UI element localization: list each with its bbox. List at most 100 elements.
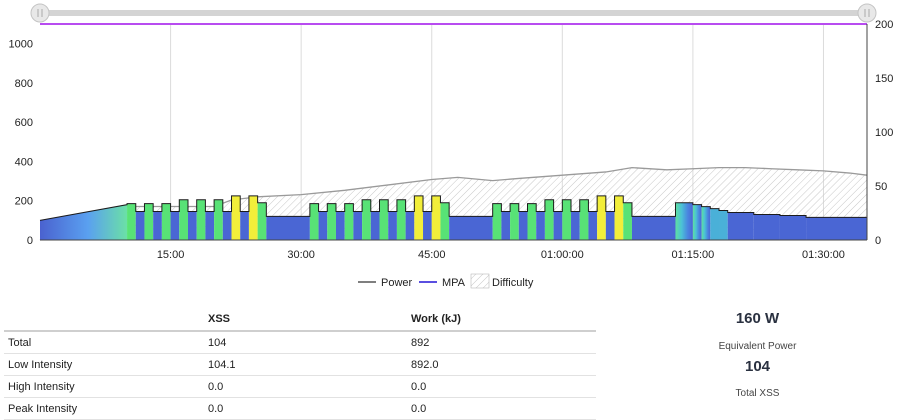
range-slider[interactable] (30, 3, 877, 23)
power-segment (431, 195, 441, 240)
power-segment (370, 211, 380, 240)
legend-item-difficulty[interactable]: Difficulty (470, 273, 534, 289)
power-segment (266, 216, 310, 240)
power-segment (335, 211, 345, 240)
x-tick-label: 30:00 (287, 249, 315, 261)
power-segment (492, 203, 502, 240)
power-segment (614, 195, 624, 240)
row-label: Low Intensity (4, 353, 204, 376)
x-tick-label: 15:00 (157, 249, 185, 261)
row-work: 0.0 (407, 375, 596, 398)
row-work: 892 (407, 331, 596, 354)
row-xss: 0.0 (204, 375, 407, 398)
stats-header-xss: XSS (204, 308, 407, 332)
y-left-tick-label: 400 (15, 156, 33, 168)
power-segment (544, 199, 554, 240)
y-left-tick-label: 600 (15, 117, 33, 129)
y-right-tick-label: 50 (875, 181, 887, 193)
y-right-tick-label: 150 (875, 73, 893, 85)
power-segment (727, 212, 754, 240)
equivalent-power-label: Equivalent Power (718, 341, 797, 352)
table-row: Peak Intensity 0.0 0.0 (4, 397, 596, 420)
power-segment (353, 211, 363, 240)
power-segment (588, 211, 598, 240)
row-label: High Intensity (4, 375, 204, 398)
power-segment (692, 204, 702, 240)
table-row: Low Intensity 104.1 892.0 (4, 353, 596, 376)
power-segment (518, 211, 528, 240)
row-work: 0.0 (407, 397, 596, 420)
power-segment (631, 216, 676, 240)
power-segment (562, 199, 572, 240)
power-segment (571, 211, 580, 240)
legend-label-mpa: MPA (442, 277, 466, 289)
stats-header-blank (4, 308, 204, 332)
y-left-tick-label: 200 (15, 196, 33, 208)
power-segment (222, 211, 232, 240)
y-left-tick-label: 800 (15, 78, 33, 90)
range-slider-right-handle[interactable] (857, 3, 877, 23)
y-right-tick-label: 0 (875, 235, 881, 247)
power-segment (510, 203, 519, 240)
power-segment (536, 211, 545, 240)
total-xss-value: 104 (744, 358, 771, 375)
power-segment (579, 199, 589, 240)
stats-header-work: Work (kJ) (407, 308, 596, 332)
legend-label-difficulty: Difficulty (492, 277, 534, 289)
power-segment (405, 211, 415, 240)
power-segment (170, 211, 180, 240)
power-segment (179, 199, 188, 240)
power-segment (553, 211, 563, 240)
row-xss: 104.1 (204, 353, 407, 376)
power-segment (240, 211, 249, 240)
power-segment (135, 211, 145, 240)
power-segment (214, 199, 223, 240)
x-tick-label: 01:30:00 (802, 249, 845, 261)
power-segment (388, 211, 397, 240)
power-segment (318, 211, 328, 240)
power-segment (396, 199, 406, 240)
power-series (39, 195, 867, 240)
stats-table: XSS Work (kJ) Total 104 892 Low Intensit… (4, 308, 596, 420)
row-label: Total (4, 331, 204, 354)
power-segment (806, 217, 867, 240)
total-xss-label: Total XSS (735, 388, 780, 399)
chart-axes: 15:00 30:00 45:00 01:00:00 01:15:00 01:30:00 0… (9, 19, 894, 261)
power-segment (196, 199, 206, 240)
y-right-tick-label: 200 (875, 19, 893, 31)
power-outline (39, 195, 867, 221)
workout-chart: 15:00 30:00 45:00 01:00:00 01:15:00 01:30:00 0… (9, 3, 894, 289)
chart-legend: Power MPA Difficulty (358, 273, 534, 289)
power-segment (379, 199, 389, 240)
power-segment (710, 208, 720, 240)
range-slider-track[interactable] (40, 10, 867, 16)
power-segment (440, 202, 450, 240)
power-segment (779, 215, 807, 240)
power-segment (205, 211, 215, 240)
power-segment (344, 203, 354, 240)
legend-item-power[interactable]: Power (358, 277, 413, 289)
legend-label-power: Power (381, 277, 413, 289)
power-segment (248, 195, 258, 240)
power-segment (161, 203, 171, 240)
power-segment (257, 202, 267, 240)
power-segment (675, 202, 693, 240)
power-segment (605, 211, 615, 240)
power-segment (719, 210, 728, 240)
power-segment (40, 204, 128, 240)
row-work: 892.0 (407, 353, 596, 376)
power-segment (362, 199, 371, 240)
table-row: Total 104 892 (4, 331, 596, 354)
y-right-tick-label: 100 (875, 127, 893, 139)
power-segment (127, 203, 136, 240)
x-tick-label: 01:00:00 (541, 249, 584, 261)
range-slider-left-handle[interactable] (30, 3, 50, 23)
y-left-tick-label: 0 (27, 235, 33, 247)
power-segment (144, 203, 154, 240)
power-segment (623, 202, 632, 240)
power-segment (309, 203, 319, 240)
power-segment (153, 211, 162, 240)
legend-item-mpa[interactable]: MPA (419, 277, 466, 289)
table-row: High Intensity 0.0 0.0 (4, 375, 596, 398)
stats-header-row: XSS Work (kJ) (4, 308, 596, 332)
